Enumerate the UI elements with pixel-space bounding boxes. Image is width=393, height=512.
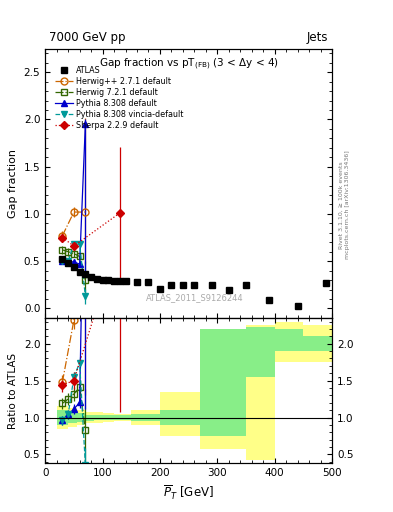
Text: mcplots.cern.ch [arXiv:1306.3436]: mcplots.cern.ch [arXiv:1306.3436] — [345, 151, 350, 259]
Y-axis label: Ratio to ATLAS: Ratio to ATLAS — [8, 353, 18, 429]
Legend: ATLAS, Herwig++ 2.7.1 default, Herwig 7.2.1 default, Pythia 8.308 default, Pythi: ATLAS, Herwig++ 2.7.1 default, Herwig 7.… — [55, 66, 183, 130]
Text: 7000 GeV pp: 7000 GeV pp — [49, 31, 126, 44]
Text: Jets: Jets — [307, 31, 328, 44]
Text: Rivet 3.1.10, ≥ 100k events: Rivet 3.1.10, ≥ 100k events — [339, 161, 344, 249]
Y-axis label: Gap fraction: Gap fraction — [8, 149, 18, 218]
X-axis label: $\overline{P}_{T}$ [GeV]: $\overline{P}_{T}$ [GeV] — [163, 484, 214, 502]
Text: Gap fraction vs pT$_{\sf (FB)}$ (3 < $\Delta$y < 4): Gap fraction vs pT$_{\sf (FB)}$ (3 < $\D… — [99, 57, 279, 72]
Text: ATLAS_2011_S9126244: ATLAS_2011_S9126244 — [145, 293, 243, 302]
